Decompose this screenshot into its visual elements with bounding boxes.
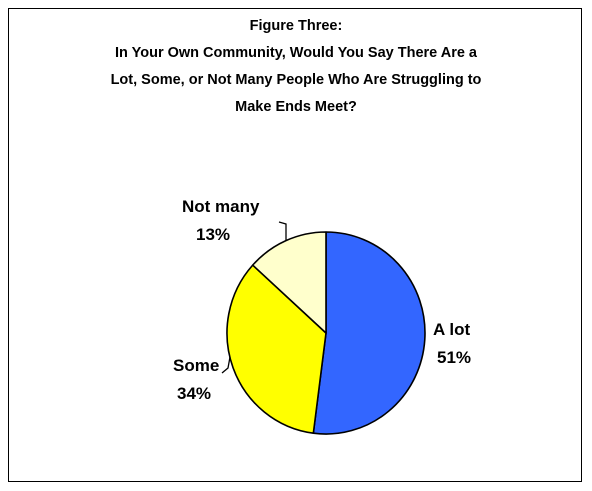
slice-value-not-many: 13%	[196, 225, 230, 244]
slice-label-a-lot: A lot	[433, 320, 470, 339]
slice-value-some: 34%	[177, 384, 211, 403]
slice-value-a-lot: 51%	[437, 348, 471, 367]
title-line-1: Figure Three:	[250, 18, 343, 34]
slice-label-not-many: Not many	[182, 197, 260, 216]
leader-line-some	[221, 356, 231, 374]
leader-line-not-many	[278, 221, 287, 241]
title-line-2: In Your Own Community, Would You Say The…	[115, 45, 478, 61]
slice-label-some: Some	[173, 356, 219, 375]
leader-lines	[221, 221, 287, 374]
chart-title: Figure Three: In Your Own Community, Wou…	[111, 18, 482, 115]
pie-slice-some	[226, 264, 327, 434]
title-line-3: Lot, Some, or Not Many People Who Are St…	[111, 72, 482, 88]
pie-slices	[226, 231, 426, 435]
slice-labels: A lot 51% Some 34% Not many 13%	[173, 197, 471, 403]
title-line-4: Make Ends Meet?	[235, 99, 357, 115]
pie-slice-a-lot	[312, 231, 426, 435]
